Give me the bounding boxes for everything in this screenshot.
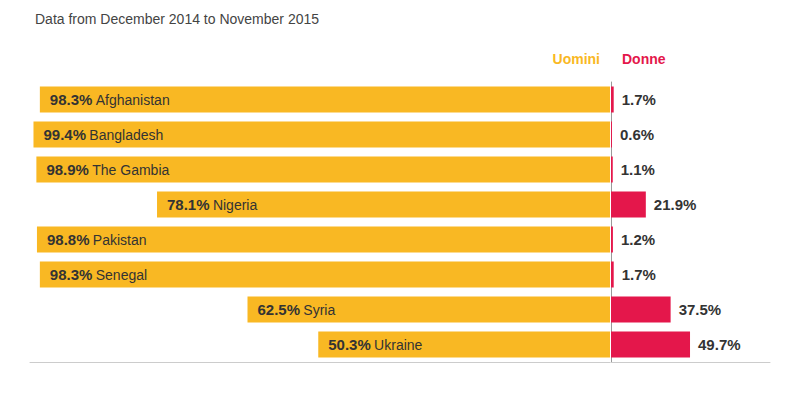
svg-text:Ukraine: Ukraine bbox=[374, 337, 422, 353]
svg-text:Uomini: Uomini bbox=[553, 51, 600, 67]
svg-text:Syria: Syria bbox=[303, 302, 335, 318]
svg-text:98.9%: 98.9% bbox=[46, 161, 89, 178]
svg-text:49.7%: 49.7% bbox=[698, 336, 741, 353]
svg-text:Senegal: Senegal bbox=[96, 267, 147, 283]
svg-text:98.3%: 98.3% bbox=[50, 91, 93, 108]
svg-text:99.4%: 99.4% bbox=[43, 126, 86, 143]
svg-text:Bangladesh: Bangladesh bbox=[89, 127, 163, 143]
svg-text:1.2%: 1.2% bbox=[621, 231, 655, 248]
svg-text:98.3%: 98.3% bbox=[50, 266, 93, 283]
svg-text:1.7%: 1.7% bbox=[622, 91, 656, 108]
svg-text:37.5%: 37.5% bbox=[679, 301, 722, 318]
svg-text:62.5%: 62.5% bbox=[258, 301, 301, 318]
svg-text:Pakistan: Pakistan bbox=[93, 232, 147, 248]
svg-text:0.6%: 0.6% bbox=[620, 126, 654, 143]
svg-text:Afghanistan: Afghanistan bbox=[96, 92, 170, 108]
svg-text:50.3%: 50.3% bbox=[328, 336, 371, 353]
svg-text:The Gambia: The Gambia bbox=[92, 162, 169, 178]
svg-text:1.7%: 1.7% bbox=[622, 266, 656, 283]
svg-text:Nigeria: Nigeria bbox=[213, 197, 258, 213]
svg-text:1.1%: 1.1% bbox=[621, 161, 655, 178]
svg-text:98.8%: 98.8% bbox=[47, 231, 90, 248]
svg-text:Data from December 2014 to Nov: Data from December 2014 to November 2015 bbox=[35, 11, 319, 27]
svg-text:78.1%: 78.1% bbox=[167, 196, 210, 213]
svg-text:Donne: Donne bbox=[622, 51, 666, 67]
svg-text:21.9%: 21.9% bbox=[654, 196, 697, 213]
